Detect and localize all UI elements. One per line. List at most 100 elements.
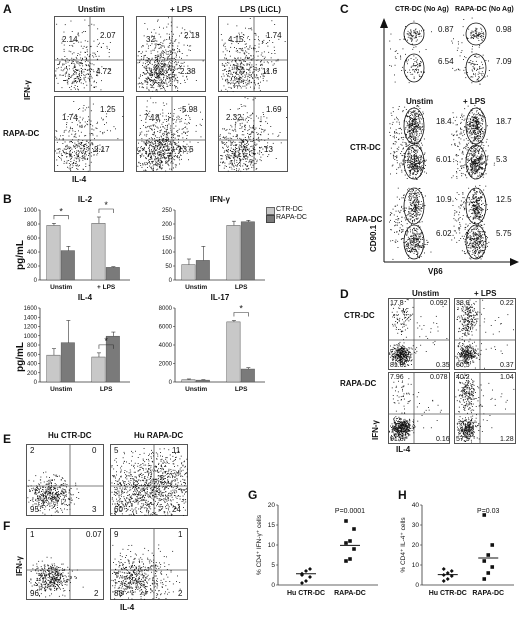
panel-label-f: F [3, 519, 11, 533]
gh-point [344, 519, 348, 523]
a-q-ur: 2.07 [100, 31, 116, 40]
d-dot-cloud [456, 299, 485, 355]
a-q-ul: 1.74 [62, 113, 78, 122]
c-lo-value: 7.09 [496, 57, 512, 66]
a-dot-cloud [63, 101, 124, 157]
gh-tick-label: 5 [271, 562, 275, 569]
f-q-ul: 1 [30, 530, 35, 539]
gh-point [352, 527, 356, 531]
d-dot-cloud [412, 306, 448, 352]
c-gate-upper [465, 22, 487, 46]
b-bar [60, 250, 75, 281]
gh-point [441, 567, 446, 571]
b-bar [195, 260, 210, 281]
d-row-label-ctr: CTR-DC [344, 311, 375, 320]
a-q-lr: 2.38 [180, 67, 196, 76]
b-tick-label: 8000 [159, 306, 173, 312]
f-q-ll: 88 [114, 589, 123, 598]
b-tick-label: 200 [162, 222, 173, 228]
b-bar [60, 342, 75, 383]
gh-chart: 0 5 10 15 20 % CD4⁺ IFN-γ⁺ cells Hu CTR-DC RAPA… [256, 502, 378, 597]
gh-tick-label: 20 [412, 542, 420, 549]
c-dot-cloud [389, 20, 427, 83]
a-q-ul: 7.18 [144, 113, 160, 122]
b-tick-label: 1000 [24, 208, 38, 214]
c-hi-value: 0.98 [496, 25, 512, 34]
c-lo-value: 5.3 [496, 155, 508, 164]
a-dot-cloud [55, 45, 111, 91]
b-chart: IL-17 0 2000 4000 6000 8000 Unstim LPS * [159, 293, 265, 393]
b-chart: IFN-γ 0 50 100 150 200 250 Unstim LPS [162, 195, 265, 291]
c-lo-value: 5.75 [496, 229, 512, 238]
b-bar [46, 225, 61, 281]
d-dot-cloud [455, 373, 490, 421]
a-row-label-ctr: CTR-DC [3, 45, 34, 54]
b-legend-swatch-rapa [266, 215, 275, 223]
d-q-lr: 1.28 [500, 436, 514, 443]
b-tick-label: 1200 [24, 325, 38, 331]
a-dot-cloud [56, 19, 111, 75]
gh-point [445, 571, 450, 575]
c-hi-value: 18.4 [436, 117, 452, 126]
b-tick-label: 400 [27, 362, 38, 368]
e-q-ll: 95 [30, 505, 39, 514]
b-tick-label: 200 [27, 371, 38, 377]
c-gate-upper [465, 107, 487, 145]
b-bar [91, 223, 106, 281]
a-dot-cloud [220, 18, 286, 73]
b-tick-label: 1600 [24, 306, 38, 312]
d-q-ur: 0.22 [500, 300, 514, 307]
d-q-ll: 81.8 [390, 362, 404, 369]
c-x-arrow [510, 258, 519, 266]
a-dot-cloud [220, 42, 277, 92]
d-q-ur: 1.04 [500, 374, 514, 381]
b-legend-label-ctr: CTR-DC [276, 206, 303, 213]
a-q-lr: 4.72 [96, 67, 112, 76]
gh-point [308, 575, 312, 579]
e-q-ul: 5 [114, 446, 119, 455]
b-sig-star: * [104, 200, 108, 210]
b-tick-label: 400 [27, 250, 38, 256]
e-q-ul: 2 [30, 446, 35, 455]
c-y-arrow [380, 18, 388, 28]
a-q-lr: 11.6 [262, 67, 277, 76]
gh-ylabel: % CD4⁺ IL-4⁺ cells [400, 517, 407, 573]
c-hi-value: 12.5 [496, 195, 512, 204]
f-xlabel: IL-4 [120, 603, 135, 612]
a-row-label-rapa: RAPA-DC [3, 129, 40, 138]
d-q-ul: 40.2 [456, 374, 470, 381]
panel-label-a: A [3, 2, 12, 16]
gh-point [348, 539, 352, 543]
c-col-header-lps: + LPS [463, 97, 486, 106]
b-sig-star: * [239, 303, 243, 313]
gh-point [482, 559, 487, 563]
b-sig-bracket [98, 208, 114, 213]
c-gate-lower [403, 53, 425, 83]
b-sig-star: * [59, 206, 63, 216]
d-xlabel: IL-4 [396, 445, 411, 454]
gh-tick-label: 10 [268, 542, 276, 549]
gh-chart: 0 10 20 30 40 % CD4⁺ IL-4⁺ cells Hu CTR-DC RAPA… [400, 502, 514, 597]
b-chart-title: IL-4 [78, 293, 93, 302]
c-dot-cloud [403, 105, 425, 149]
panel-label-c: C [340, 2, 349, 16]
c-dot-cloud [389, 187, 429, 260]
panel-label-d: D [340, 287, 349, 301]
b-tick-label: 50 [165, 264, 172, 270]
gh-tick-label: 10 [412, 562, 420, 569]
b-chart-title: IFN-γ [210, 195, 231, 204]
d-q-ll: 60.5 [456, 362, 470, 369]
c-col-header-unstim: Unstim [406, 97, 434, 106]
d-dot-cloud [471, 388, 515, 429]
gh-point [300, 581, 304, 585]
gh-point [348, 557, 352, 561]
e-q-lr: 24 [172, 505, 181, 514]
c-top-header-ctr: CTR-DC (No Ag) [395, 6, 449, 13]
a-xlabel: IL-4 [72, 175, 87, 184]
b-sig-bracket [233, 312, 249, 317]
b-tick-label: 800 [27, 343, 38, 349]
c-gate-upper [403, 107, 425, 145]
